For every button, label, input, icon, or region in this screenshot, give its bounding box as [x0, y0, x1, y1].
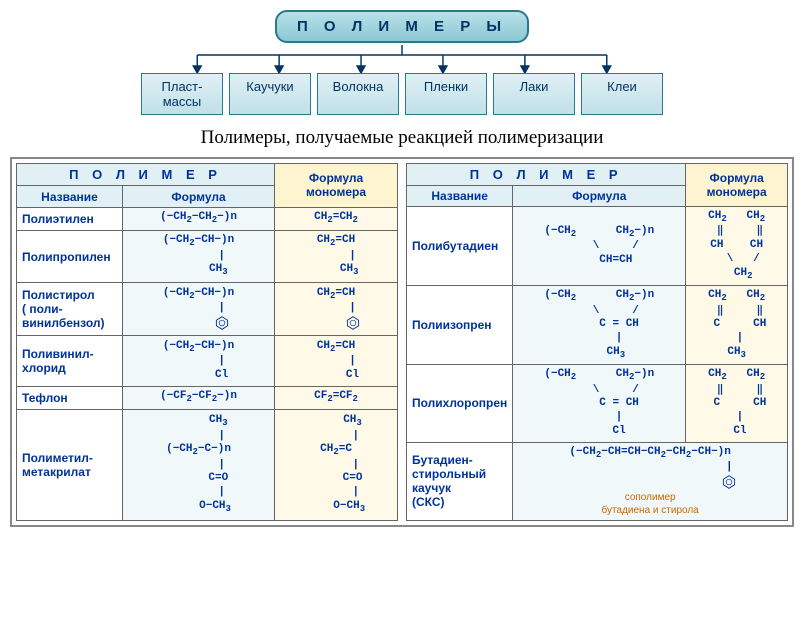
copolymer-note: сополимербутадиена и стирола	[518, 491, 782, 517]
polymer-formula: (−CH2−CH=CH−CH2−CH2−CH−)n | сополимербут…	[513, 442, 788, 520]
name-header: Название	[17, 186, 123, 207]
monomer-formula: CH2 CH2 ‖ ‖ C CH | CH3	[686, 286, 788, 365]
table-row: Полиэтилен(−CH2−CH2−)nCH2=CH2	[17, 207, 398, 230]
child-node: Пленки	[405, 73, 487, 115]
polymer-name: Полиметил-метакрилат	[17, 410, 123, 521]
left-polymer-table: П О Л И М Е РФормуламономера НазваниеФорм…	[16, 163, 398, 521]
hierarchy-diagram: П О Л И М Е Р Ы Пласт-массыКаучукиВолокн…	[10, 10, 794, 115]
polymer-formula: (−CH2 CH2−)n \ / C = CH | Cl	[513, 365, 686, 442]
child-node: Лаки	[493, 73, 575, 115]
formula-header: Формула	[123, 186, 275, 207]
polymer-formula: (−CF2−CF2−)n	[123, 387, 275, 410]
child-node: Клеи	[581, 73, 663, 115]
section-title: Полимеры, получаемые реакцией полимериза…	[10, 127, 794, 149]
formula-header: Формула	[513, 186, 686, 207]
table-row: Полибутадиен(−CH2 CH2−)n \ / CH=CHCH2 CH…	[407, 207, 788, 286]
polymer-formula: (−CH2 CH2−)n \ / CH=CH	[513, 207, 686, 286]
polymer-name: Полиизопрен	[407, 286, 513, 365]
monomer-formula: CF2=CF2	[275, 387, 398, 410]
monomer-formula: CH2=CH | Cl	[275, 336, 398, 387]
polymer-formula: (−CH2−CH−)n | Cl	[123, 336, 275, 387]
monomer-header: Формуламономера	[686, 164, 788, 207]
polymer-name: Полиэтилен	[17, 207, 123, 230]
monomer-formula: CH2 CH2 ‖ ‖ C CH | Cl	[686, 365, 788, 442]
monomer-formula: CH2=CH | CH3	[275, 230, 398, 283]
polymer-formula: CH3 | (−CH2−C−)n | C=O | O−CH3	[123, 410, 275, 521]
table-row: Полистирол( поли-винилбензол)(−CH2−CH−)n…	[17, 283, 398, 336]
table-row: Полиизопрен(−CH2 CH2−)n \ / C = CH | CH3…	[407, 286, 788, 365]
table-row: Тефлон(−CF2−CF2−)nCF2=CF2	[17, 387, 398, 410]
monomer-formula: CH2=CH |	[275, 283, 398, 336]
right-polymer-table: П О Л И М Е РФормуламономера НазваниеФорм…	[406, 163, 788, 521]
monomer-formula: CH2=CH2	[275, 207, 398, 230]
polymer-formula: (−CH2−CH2−)n	[123, 207, 275, 230]
polymer-name: Полибутадиен	[407, 207, 513, 286]
polymer-header: П О Л И М Е Р	[407, 164, 686, 186]
polymer-header: П О Л И М Е Р	[17, 164, 275, 186]
table-row: Бутадиен-стирольныйкаучук(СКС)(−CH2−CH=C…	[407, 442, 788, 520]
polymer-formula: (−CH2−CH−)n | CH3	[123, 230, 275, 283]
polymer-formula: (−CH2 CH2−)n \ / C = CH | CH3	[513, 286, 686, 365]
polymer-formula: (−CH2−CH−)n |	[123, 283, 275, 336]
name-header: Название	[407, 186, 513, 207]
tables-container: П О Л И М Е РФормуламономераНазваниеФорм…	[10, 157, 794, 527]
table-row: Полихлоропрен(−CH2 CH2−)n \ / C = CH | C…	[407, 365, 788, 442]
monomer-header: Формуламономера	[275, 164, 398, 208]
table-row: Поливинил-хлорид(−CH2−CH−)n | ClCH2=CH |…	[17, 336, 398, 387]
monomer-formula: CH2 CH2 ‖ ‖ CH CH \ / CH2	[686, 207, 788, 286]
polymer-name: Полихлоропрен	[407, 365, 513, 442]
polymer-name: Тефлон	[17, 387, 123, 410]
root-node: П О Л И М Е Р Ы	[275, 10, 529, 43]
polymer-name: Поливинил-хлорид	[17, 336, 123, 387]
monomer-formula: CH3 | CH2=C | C=O | O−CH3	[275, 410, 398, 521]
child-node: Волокна	[317, 73, 399, 115]
polymer-name: Полистирол( поли-винилбензол)	[17, 283, 123, 336]
child-node: Каучуки	[229, 73, 311, 115]
polymer-name: Бутадиен-стирольныйкаучук(СКС)	[407, 442, 513, 520]
connectors	[10, 45, 794, 73]
child-node: Пласт-массы	[141, 73, 223, 115]
polymer-name: Полипропилен	[17, 230, 123, 283]
table-row: Полиметил-метакрилат CH3 | (−CH2−C−)n | …	[17, 410, 398, 521]
child-nodes: Пласт-массыКаучукиВолокнаПленкиЛакиКлеи	[10, 73, 794, 115]
table-row: Полипропилен(−CH2−CH−)n | CH3CH2=CH | CH…	[17, 230, 398, 283]
